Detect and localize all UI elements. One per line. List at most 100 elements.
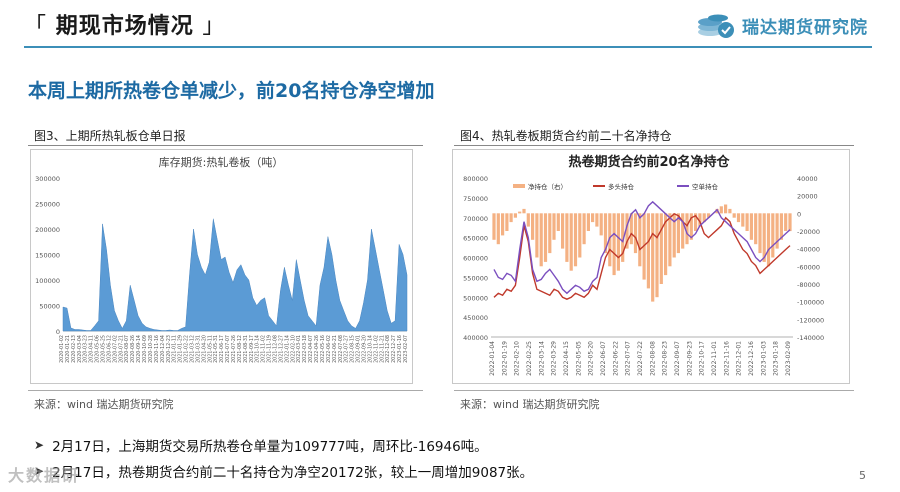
x-tick-label: 2022-07-08 [338,335,344,363]
net-position-bar [608,213,612,267]
x-tick-label: 2020-12-04 [160,335,166,363]
figure-3-caption-rule [28,145,423,146]
bullet-text: 2月17日，热卷期货合约前二十名持仓为净空20172张，较上一周增加9087张。 [52,465,534,481]
y-tick-label: 300000 [35,175,60,183]
inventory-chart: 库存期货:热轧卷板（吨） 300000 250000 200000 150000 1000… [35,155,409,363]
net-position-bar [595,213,599,227]
x-tick-label: 2022-09-01 [356,335,362,363]
x-tick-label: 2022-03-14 [538,341,545,376]
net-position-bar [724,204,728,214]
x-tick-label: 2022-04-26 [314,335,320,363]
x-tick-label: 2021-11-19 [267,335,273,363]
x-tick-label: 2020-05-06 [95,335,101,363]
inventory-area [62,218,408,332]
x-tick-label: 2022-04-07 [308,335,314,363]
y-left-tick-label: 550000 [463,274,488,282]
y-right-tick-label: -80000 [797,281,820,289]
arrow-bullet-icon: ➤ [34,464,45,478]
header-divider [24,46,872,48]
x-tick-label: 2022-03-01 [296,335,302,363]
x-tick-label: 2020-07-02 [112,335,118,363]
x-tick-label: 2020-04-11 [89,335,95,363]
net-position-bar [784,213,788,231]
y-left-tick-label: 450000 [463,314,488,322]
x-tick-label: 2022-12-27 [391,335,397,363]
figure-3-bottom-rule [28,390,423,391]
net-position-bar [552,213,556,240]
figure-3-source: 来源：wind 瑞达期货研究院 [34,398,174,411]
net-position-bar [492,213,496,240]
y-left-tick-label: 600000 [463,255,488,263]
x-tick-label: 2022-03-18 [302,335,308,363]
x-tick-label: 2022-01-04 [489,341,496,376]
x-tick-label: 2021-03-12 [189,335,195,363]
x-tick-label: 2022-10-14 [367,335,373,363]
x-tick-label: 2022-12-01 [736,341,743,376]
y-left-tick-label: 400000 [463,334,488,342]
x-tick-label: 2021-04-20 [201,335,207,363]
x-tick-label: 2022-09-20 [361,335,367,363]
figure-4-caption: 图4、热轧卷板期货合约前二十名净持仓 [460,129,672,143]
y-left-tick-label: 800000 [463,175,488,183]
x-tick-label: 2021-09-17 [249,335,255,363]
figure-3-caption: 图3、上期所热轧板仓单日报 [34,129,186,143]
net-position-bar [646,213,650,289]
x-tick-label: 2022-09-07 [674,341,681,376]
page-title: 「 期现市场情况 」 [24,8,225,40]
y-tick-label: 0 [56,328,60,336]
x-tick-label: 2021-12-08 [273,335,279,363]
figure-4-source: 来源：wind 瑞达期货研究院 [460,398,600,411]
x-tick-label: 2021-01-11 [172,335,178,363]
title-text: 期现市场情况 [55,14,194,39]
brand-logo: 瑞达期货研究院 [696,10,868,40]
x-tick-label: 2022-07-22 [637,341,644,376]
net-position-bar [681,213,685,249]
chart-title: 热卷期货合约前20名净持仓 [568,154,730,170]
legend-label: 多头持仓 [608,182,635,191]
x-tick-label: 2022-07-07 [625,341,632,376]
watermark: 大数据研 [8,466,81,485]
x-tick-label: 2023-02-07 [403,335,409,363]
net-position-bar [762,213,766,262]
net-position-bar [689,213,693,240]
legend-label: 净持仓（右） [528,182,567,191]
net-position-bar [616,213,620,271]
x-tick-label: 2021-12-27 [278,335,284,363]
y-tick-label: 250000 [35,201,60,209]
net-position-bar [779,213,783,240]
x-tick-label: 2023-01-18 [773,341,780,376]
x-tick-label: 2021-08-31 [243,335,249,363]
y-right-tick-label: 0 [797,210,801,218]
net-position-bar [599,213,603,236]
title-bracket-open: 「 [24,14,48,39]
x-tick-label: 2022-04-15 [563,341,570,376]
net-position-bar [586,213,590,231]
x-tick-label: 2020-05-25 [101,335,107,363]
net-position-bar [603,213,608,254]
net-position-bar [569,213,573,271]
y-right-tick-label: -40000 [797,246,820,254]
net-position-bar [728,208,732,214]
y-right-tick-label: -120000 [797,316,824,324]
x-tick-label: 2020-01-02 [59,335,65,363]
legend-label: 空单持仓 [692,182,719,191]
net-position-bar [496,213,500,245]
net-position-bar [668,213,672,267]
coins-check-icon [698,14,734,38]
net-position-bar [638,213,642,267]
net-position-bar [745,213,749,231]
y-right-tick-label: -60000 [797,263,820,271]
x-tick-label: 2022-08-23 [662,341,669,376]
net-position-bar [749,213,753,240]
x-tick-label: 2022-11-16 [723,341,730,376]
net-position-bar [522,208,526,214]
x-tick-label: 2023-02-09 [785,341,792,376]
summary-bullets: ➤ 2月17日，上海期货交易所热卷仓单量为109777吨，周环比-16946吨。… [34,432,533,484]
net-position-bar [694,213,698,231]
x-tick-label: 2022-06-21 [332,335,338,363]
x-tick-label: 2022-05-05 [575,341,582,376]
x-tick-label: 2020-10-09 [142,335,148,363]
y-tick-label: 200000 [35,226,60,234]
net-position-bar [509,213,513,223]
x-tick-label: 2020-08-07 [124,335,130,363]
